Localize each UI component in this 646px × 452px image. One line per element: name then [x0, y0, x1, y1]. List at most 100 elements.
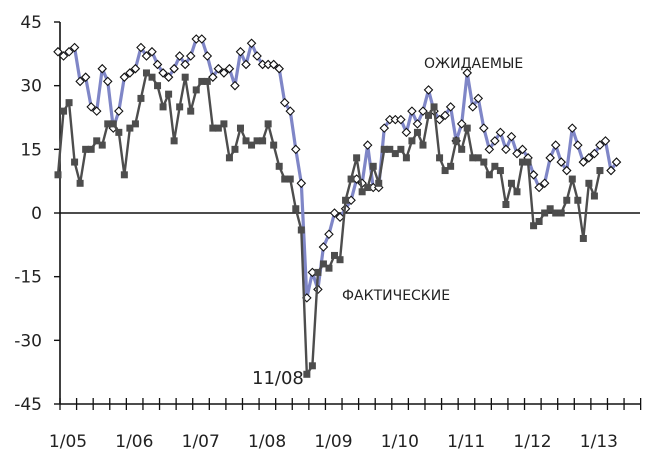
actual-point — [142, 69, 150, 77]
expected-point — [606, 165, 616, 176]
actual-point — [236, 124, 244, 132]
actual-point — [358, 188, 366, 196]
actual-point — [502, 201, 510, 209]
actual-point — [198, 77, 206, 85]
actual-point — [176, 103, 184, 111]
actual-point — [425, 111, 433, 119]
expected-point — [180, 59, 190, 70]
actual-point — [535, 217, 543, 225]
actual-point — [519, 158, 527, 166]
actual-point — [281, 175, 289, 183]
actual-point — [270, 141, 278, 149]
y-tick-label: 0 — [31, 204, 42, 224]
actual-point — [292, 205, 300, 213]
expected-point — [185, 51, 196, 61]
expected-point — [362, 140, 373, 150]
actual-point — [109, 120, 117, 128]
expected-point — [578, 157, 589, 167]
actual-point — [87, 145, 95, 153]
expected-point — [141, 51, 152, 61]
y-tick-label: 45 — [20, 13, 42, 33]
actual-point — [402, 154, 410, 162]
annotation-label: 11/08 — [252, 368, 304, 389]
actual-point — [375, 179, 383, 187]
expected-point — [318, 242, 329, 252]
expected-point — [539, 178, 550, 189]
expected-point — [401, 127, 412, 138]
expected-point — [114, 106, 124, 116]
x-tick-label: 1/12 — [513, 432, 551, 452]
expected-point — [434, 114, 445, 125]
actual-point — [541, 209, 549, 217]
expected-point — [285, 106, 296, 116]
actual-point — [154, 82, 162, 90]
expected-point — [58, 51, 69, 61]
expected-point — [274, 63, 284, 74]
expected-point — [506, 131, 517, 142]
actual-point — [596, 167, 604, 175]
actual-point — [126, 124, 134, 132]
actual-point — [353, 154, 361, 162]
expected-point — [445, 102, 456, 112]
actual-point — [325, 264, 333, 272]
actual-point — [463, 124, 471, 132]
actual-point — [264, 120, 272, 128]
expected-point — [335, 212, 345, 223]
actual-point — [93, 137, 101, 145]
expected-point — [396, 114, 406, 125]
expected-point — [202, 51, 213, 61]
actual-point — [380, 145, 388, 153]
expected-point — [147, 46, 157, 57]
actual-point — [524, 158, 532, 166]
y-axis-ticks: -45 -30 -15 0 15 30 45 — [14, 13, 60, 415]
expected-point — [440, 110, 450, 121]
expected-point — [174, 51, 185, 61]
actual-point — [507, 179, 515, 187]
actual-point — [419, 141, 427, 149]
expected-point — [125, 68, 135, 78]
actual-point — [248, 141, 256, 149]
actual-point — [303, 370, 311, 378]
expected-point — [456, 119, 467, 129]
expected-point — [119, 72, 130, 82]
actual-point — [469, 154, 477, 162]
actual-point — [342, 196, 350, 204]
x-tick-label: 1/11 — [447, 432, 485, 452]
actual-point — [297, 226, 305, 234]
actual-point — [480, 158, 488, 166]
expected-point — [567, 123, 578, 133]
y-tick-label: 15 — [20, 140, 42, 160]
actual-point — [336, 256, 344, 264]
expected-point — [158, 68, 168, 78]
expected-point — [91, 106, 102, 116]
expected-point — [407, 106, 417, 116]
actual-point — [369, 162, 377, 170]
expected-point — [473, 93, 484, 104]
expected-point — [102, 76, 113, 87]
expected-point — [479, 123, 489, 133]
actual-point — [364, 184, 372, 192]
expected-point — [379, 123, 390, 133]
actual-point — [563, 196, 571, 204]
actual-point — [60, 107, 68, 115]
actual-point — [259, 137, 267, 145]
y-tick-label: -45 — [14, 395, 42, 415]
y-tick-label: 30 — [20, 77, 42, 97]
actual-point — [214, 124, 222, 132]
actual-point — [452, 137, 460, 145]
x-axis-ticks: 1/05 1/06 1/07 1/08 1/09 1/10 1/11 1/12 1/13 — [49, 398, 642, 452]
actual-point — [203, 77, 211, 85]
actual-point — [76, 179, 84, 187]
actual-point — [220, 120, 228, 128]
expected-point — [324, 229, 334, 240]
expected-point — [163, 72, 174, 82]
actual-point — [568, 175, 576, 183]
expected-point — [268, 59, 279, 70]
x-tick-label: 1/06 — [115, 432, 153, 452]
expected-point — [279, 97, 290, 108]
actual-point — [170, 137, 178, 145]
annotations: ОЖИДАЕМЫЕ ФАКТИЧЕСКИЕ 11/08 — [252, 56, 523, 389]
expected-point — [412, 119, 423, 129]
expected-point — [224, 63, 235, 74]
actual-point — [65, 99, 73, 107]
